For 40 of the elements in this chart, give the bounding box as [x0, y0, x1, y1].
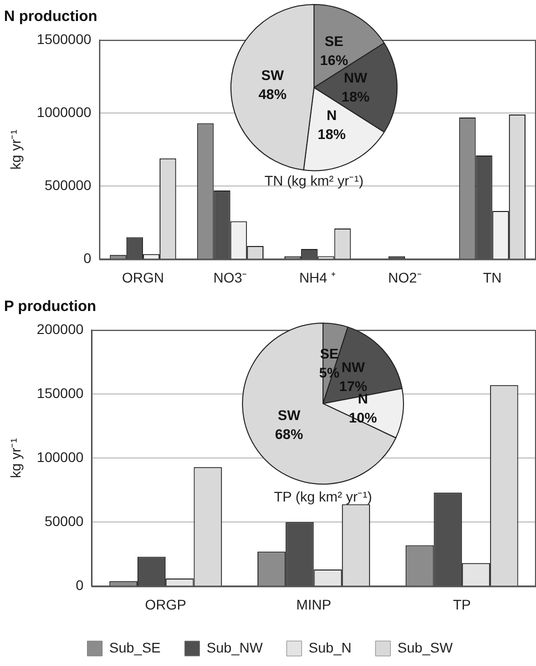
- slice-label: SW: [261, 66, 285, 83]
- slice-label: SE: [324, 33, 344, 50]
- y-axis-title: kg yr⁻¹: [7, 438, 24, 478]
- x-tick-label: NO2⁻: [388, 269, 422, 286]
- x-tick-label: ORGP: [144, 596, 186, 612]
- slice-label: SW: [278, 407, 302, 424]
- x-tick-label: MINP: [296, 596, 332, 612]
- y-tick-label: 50000: [44, 513, 84, 530]
- y-tick-label: 500000: [44, 176, 92, 193]
- legend-label: Sub_N: [308, 639, 352, 656]
- slice-label: N: [326, 107, 337, 124]
- y-axis-title: kg yr⁻¹: [7, 129, 24, 170]
- data-label: 48%: [258, 86, 288, 102]
- y-tick-label: 1000000: [36, 104, 92, 120]
- data-label: 18%: [318, 126, 346, 142]
- x-tick-label: TP: [452, 596, 471, 612]
- y-tick-label: 1500000: [36, 30, 92, 47]
- x-tick-label: ORGN: [122, 269, 164, 286]
- text: TP (kg km² yr⁻¹): [274, 488, 372, 504]
- y-tick-label: 0: [76, 577, 84, 594]
- slice-label: NW: [344, 69, 368, 86]
- slice-label: NW: [342, 358, 366, 375]
- y-tick-label: 0: [84, 250, 92, 266]
- text: TN (kg km² yr⁻¹): [264, 172, 364, 188]
- data-label: 18%: [342, 88, 370, 104]
- y-tick-label: 150000: [36, 384, 84, 401]
- legend-label: Sub_SE: [109, 639, 161, 656]
- x-tick-label: NH4 ⁺: [299, 269, 336, 286]
- data-label: 16%: [320, 52, 349, 68]
- y-tick-label: 200000: [36, 320, 84, 337]
- y-tick-label: 100000: [36, 448, 84, 465]
- data-label: 10%: [348, 410, 378, 426]
- x-tick-label: TN: [482, 269, 502, 286]
- legend-label: Sub_NW: [206, 639, 264, 656]
- legend-label: Sub_SW: [397, 639, 454, 656]
- x-tick-label: NO3⁻: [213, 269, 248, 286]
- data-label: 17%: [339, 378, 368, 394]
- chart-title: P production: [4, 298, 96, 316]
- chart-title: N production: [4, 8, 98, 26]
- data-label: 68%: [275, 426, 304, 442]
